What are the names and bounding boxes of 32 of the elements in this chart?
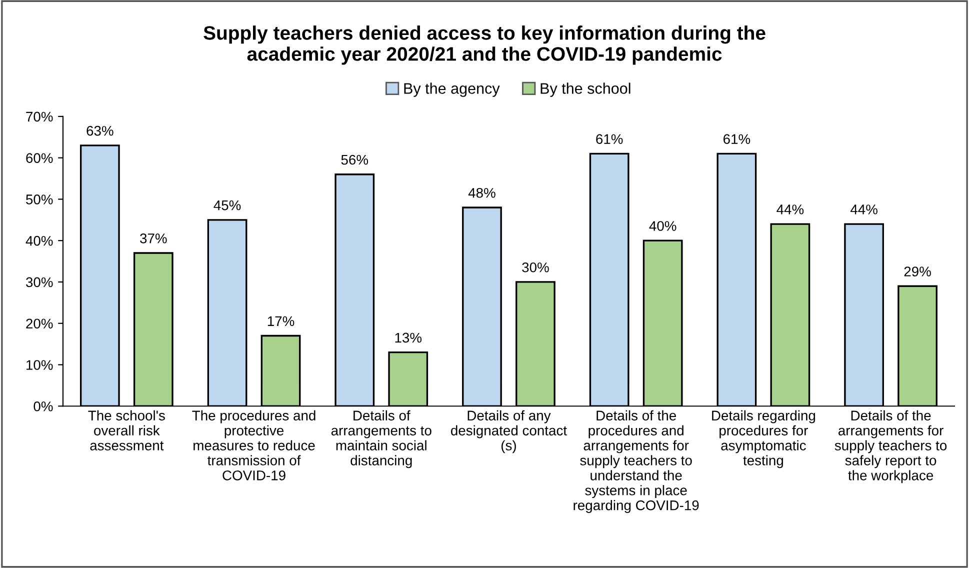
x-tick-label: Details of any designated contact (s): [451, 410, 567, 454]
data-label: 48%: [468, 188, 496, 198]
data-label: 63%: [86, 126, 114, 136]
chart-title: Supply teachers denied access to key information during the academic year 2020/21 and the COVID-19 pandemic: [204, 26, 766, 65]
x-tick-label: Details of arrangements to maintain social distancing: [331, 410, 432, 468]
y-tick-label: 30%: [26, 277, 53, 288]
data-label: 61%: [596, 134, 623, 144]
data-label: 44%: [776, 204, 804, 214]
y-tick-label: 10%: [26, 360, 53, 370]
data-label: 17%: [268, 316, 294, 326]
data-label: 56%: [341, 154, 368, 165]
y-tick-label: 70%: [26, 112, 53, 122]
data-label: 45%: [214, 200, 241, 210]
y-tick-label: 40%: [26, 236, 53, 246]
data-label: 37%: [140, 233, 167, 244]
x-tick-label: The procedures and protective measures to reduce transmission of COVID-19: [192, 410, 316, 480]
x-tick-label: Details of the procedures and arrangements for supply teachers to understand the systems in place regarding COVID-19: [574, 410, 699, 513]
y-tick-label: 60%: [26, 153, 53, 163]
data-label: 29%: [904, 266, 931, 276]
data-label: 13%: [395, 332, 422, 343]
data-label: 61%: [723, 134, 750, 144]
data-label: 44%: [850, 204, 878, 214]
y-tick-label: 20%: [26, 318, 53, 329]
y-tick-label: 0%: [34, 401, 53, 412]
x-tick-label: Details regarding procedures for asymptomatic testing: [712, 410, 816, 468]
legend-label: By the school: [540, 82, 630, 97]
data-label: 40%: [649, 221, 676, 231]
x-tick-label: The school's overall risk assessment: [88, 410, 165, 450]
legend-label: By the agency: [404, 82, 500, 97]
y-tick-label: 50%: [26, 194, 53, 204]
x-tick-label: Details of the arrangements for supply teachers to safely report to the workplace: [834, 410, 947, 484]
data-label: 30%: [522, 262, 549, 272]
